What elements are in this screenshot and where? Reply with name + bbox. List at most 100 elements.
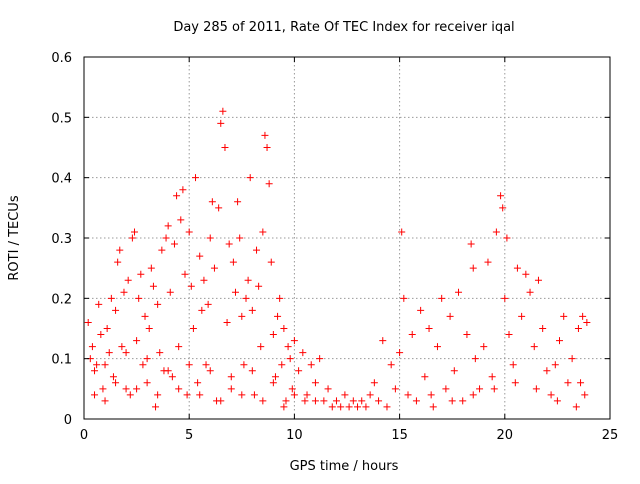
data-point [133, 337, 141, 345]
data-point [198, 306, 206, 314]
data-point [234, 198, 242, 206]
data-point [553, 397, 561, 405]
data-point [345, 403, 353, 411]
data-point [476, 385, 484, 393]
data-point [276, 294, 284, 302]
data-point [189, 325, 197, 332]
data-point [534, 276, 542, 284]
data-point [408, 331, 416, 339]
data-point [236, 234, 244, 242]
data-point [122, 385, 130, 393]
x-tick-label: 25 [602, 428, 619, 443]
data-point [358, 397, 366, 405]
data-point [179, 186, 187, 194]
data-point [288, 385, 296, 393]
data-point [177, 216, 185, 224]
data-point [257, 343, 265, 351]
data-point [118, 343, 126, 351]
data-point [97, 331, 105, 339]
data-point [341, 391, 349, 399]
data-point [185, 228, 193, 236]
data-point [379, 337, 387, 345]
data-point [259, 397, 267, 405]
data-point [581, 391, 589, 399]
data-point [484, 258, 492, 266]
data-point [248, 306, 256, 314]
data-point [103, 325, 111, 332]
data-point [324, 385, 332, 393]
data-point [511, 379, 519, 387]
data-point [280, 403, 288, 411]
data-points [84, 107, 591, 411]
data-point [412, 397, 420, 405]
data-point [175, 343, 183, 351]
y-tick-label: 0.6 [51, 51, 72, 66]
data-point [88, 343, 96, 351]
data-point [497, 192, 505, 200]
data-point [438, 294, 446, 302]
data-point [154, 300, 162, 308]
y-axis-label: ROTI / TECUs [7, 195, 22, 280]
data-point [396, 349, 404, 357]
data-point [200, 276, 208, 284]
data-point [492, 228, 500, 236]
data-point [488, 373, 496, 381]
data-point [122, 349, 130, 357]
data-point [421, 373, 429, 381]
data-point [130, 228, 138, 236]
data-point [442, 385, 450, 393]
data-point [398, 228, 406, 236]
data-point [158, 246, 166, 254]
data-point [301, 397, 309, 405]
data-point [532, 385, 540, 393]
data-point [583, 318, 591, 326]
data-point [574, 325, 582, 332]
data-point [143, 379, 151, 387]
data-point [259, 228, 267, 236]
data-point [577, 379, 585, 387]
data-point [95, 300, 103, 308]
data-point [387, 361, 395, 369]
data-point [227, 373, 235, 381]
data-point [354, 403, 362, 411]
data-point [202, 361, 210, 369]
data-point [139, 361, 147, 369]
data-point [231, 288, 239, 296]
x-axis-ticks: 0 5 10 15 20 25 [80, 57, 618, 443]
data-point [503, 234, 511, 242]
y-tick-label: 0.5 [51, 111, 72, 126]
data-point [215, 204, 223, 212]
data-point [229, 258, 237, 266]
data-point [518, 312, 526, 320]
x-tick-label: 5 [185, 428, 193, 443]
data-point [126, 391, 134, 399]
data-point [579, 312, 587, 320]
data-point [530, 343, 538, 351]
data-point [282, 397, 290, 405]
data-point [469, 391, 477, 399]
data-point [499, 204, 507, 212]
data-point [551, 361, 559, 369]
data-point [156, 349, 164, 357]
data-point [217, 397, 225, 405]
data-point [459, 397, 467, 405]
data-point [206, 234, 214, 242]
data-point [164, 367, 172, 375]
data-point [109, 373, 117, 381]
data-point [240, 361, 248, 369]
data-point [250, 391, 258, 399]
data-point [91, 391, 99, 399]
data-point [311, 379, 319, 387]
data-point [370, 379, 378, 387]
data-point [522, 270, 530, 278]
data-point [135, 294, 143, 302]
data-point [469, 264, 477, 272]
data-point [204, 300, 212, 308]
data-point [265, 180, 273, 188]
data-point [311, 397, 319, 405]
data-point [112, 306, 120, 314]
data-point [320, 397, 328, 405]
data-point [278, 361, 286, 369]
data-point [267, 258, 275, 266]
